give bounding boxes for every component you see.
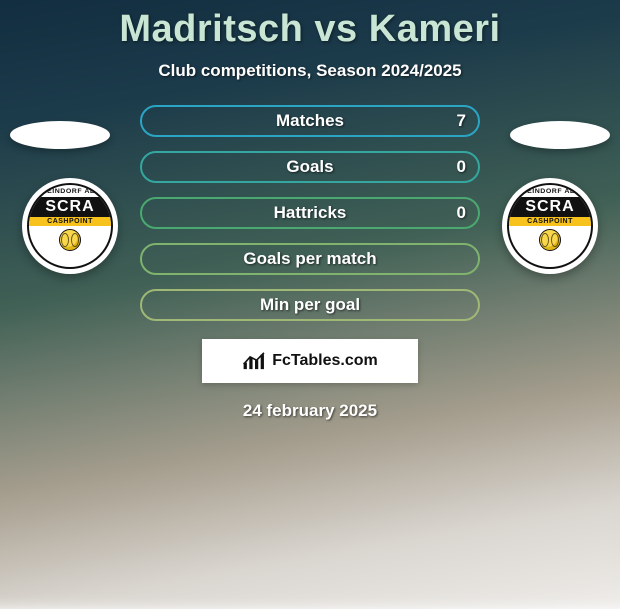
- club-sponsor: CASHPOINT: [507, 217, 593, 226]
- stat-label: Goals: [286, 157, 333, 177]
- club-main-text: SCRA: [507, 197, 593, 217]
- club-ball-icon: [59, 229, 81, 251]
- stat-pill: Matches 7: [140, 105, 480, 137]
- stat-value: 7: [457, 111, 466, 131]
- club-badge-left: RHEINDORF ALTA SCRA CASHPOINT: [22, 178, 118, 274]
- page-title: Madritsch vs Kameri: [0, 0, 620, 51]
- branding-box: FcTables.com: [202, 339, 418, 383]
- club-badge-inner: RHEINDORF ALTA SCRA CASHPOINT: [27, 183, 113, 269]
- player-photo-left: [10, 121, 110, 149]
- stat-pill: Hattricks 0: [140, 197, 480, 229]
- club-arc-text: RHEINDORF ALTA: [36, 188, 104, 194]
- bar-chart-icon: [242, 351, 268, 371]
- stat-value: 0: [457, 157, 466, 177]
- stat-label: Hattricks: [274, 203, 347, 223]
- stat-pill: Min per goal: [140, 289, 480, 321]
- branding-label: FcTables.com: [272, 352, 378, 370]
- date-label: 24 february 2025: [0, 401, 620, 421]
- stat-label: Goals per match: [243, 249, 376, 269]
- club-main-text: SCRA: [27, 197, 113, 217]
- stat-label: Matches: [276, 111, 344, 131]
- stats-list: Matches 7 Goals 0 Hattricks 0 Goals per match M…: [140, 105, 480, 321]
- stat-label: Min per goal: [260, 295, 360, 315]
- club-badge-inner: RHEINDORF ALTA SCRA CASHPOINT: [507, 183, 593, 269]
- player-photo-right: [510, 121, 610, 149]
- subtitle: Club competitions, Season 2024/2025: [0, 61, 620, 81]
- club-ball-icon: [539, 229, 561, 251]
- club-arc-text: RHEINDORF ALTA: [516, 188, 584, 194]
- club-badge-right: RHEINDORF ALTA SCRA CASHPOINT: [502, 178, 598, 274]
- club-sponsor: CASHPOINT: [27, 217, 113, 226]
- card-content: Madritsch vs Kameri Club competitions, S…: [0, 0, 620, 460]
- stat-pill: Goals per match: [140, 243, 480, 275]
- stat-value: 0: [457, 203, 466, 223]
- stat-pill: Goals 0: [140, 151, 480, 183]
